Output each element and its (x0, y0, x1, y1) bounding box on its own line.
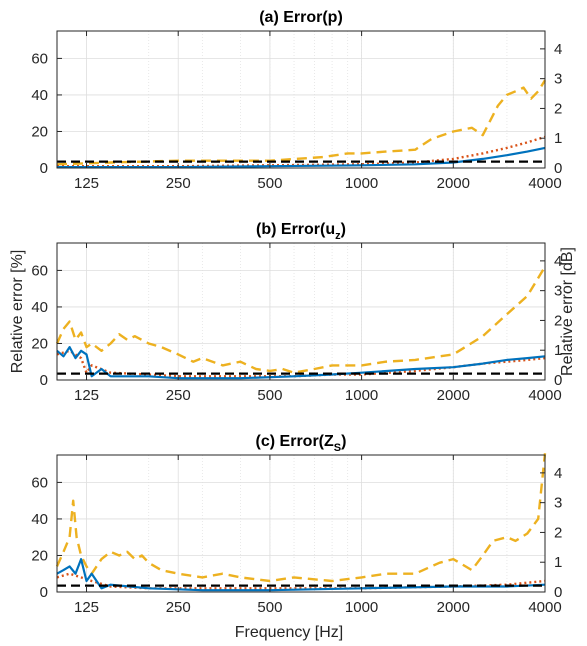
x-tick-label: 1000 (345, 175, 378, 192)
y-axis-label: Relative error [%] (9, 250, 26, 374)
y-right-tick-label: 1 (554, 554, 562, 571)
y-tick-label: 60 (31, 262, 48, 279)
y-right-tick-label: 2 (554, 100, 562, 117)
x-tick-label: 500 (257, 175, 282, 192)
series-line-1 (55, 453, 547, 583)
axes-box (56, 30, 546, 169)
y-right-tick-label: 1 (554, 342, 562, 359)
y-right-tick-label: 0 (554, 372, 562, 389)
axes-box (56, 242, 546, 381)
x-axis-label: Frequency [Hz] (235, 624, 343, 641)
y-tick-label: 20 (31, 335, 48, 352)
plot-area (57, 31, 545, 168)
y-right-tick-label: 4 (554, 465, 562, 482)
series-line-2 (57, 135, 546, 168)
y-tick-label: 20 (31, 547, 48, 564)
x-tick-label: 250 (166, 387, 191, 404)
x-tick-label: 2000 (437, 175, 470, 192)
x-tick-label: 125 (74, 175, 99, 192)
chart-title: (b) Error(uz) (256, 221, 346, 242)
y-right-tick-label: 0 (554, 584, 562, 601)
x-tick-label: 2000 (437, 387, 470, 404)
y-tick-label: 0 (40, 372, 48, 389)
y-right-tick-label: 2 (554, 524, 562, 541)
y-tick-label: 40 (31, 87, 48, 104)
y-right-tick-label: 3 (554, 71, 562, 88)
x-tick-label: 2000 (437, 599, 470, 616)
x-tick-label: 1000 (345, 599, 378, 616)
y-right-tick-label: 4 (554, 253, 562, 270)
x-tick-label: 250 (166, 175, 191, 192)
series-line-3 (57, 146, 546, 169)
chart-title: (c) Error(ZS) (256, 433, 347, 454)
y-right-tick-label: 2 (554, 312, 562, 329)
series-line-1 (56, 79, 547, 166)
axes-box (56, 454, 546, 593)
x-tick-label: 125 (74, 387, 99, 404)
y-right-tick-label: 0 (554, 160, 562, 177)
x-tick-label: 4000 (528, 599, 561, 616)
y-right-tick-label: 1 (554, 130, 562, 147)
y-tick-label: 60 (31, 474, 48, 491)
plot-area (57, 243, 545, 380)
x-tick-label: 4000 (528, 387, 561, 404)
y-tick-label: 60 (31, 50, 48, 67)
y-tick-label: 40 (31, 511, 48, 528)
y-tick-label: 20 (31, 123, 48, 140)
plot-area (57, 455, 545, 592)
x-tick-label: 4000 (528, 175, 561, 192)
x-tick-label: 500 (257, 387, 282, 404)
y-right-axis-label: Relative error [dB] (559, 247, 576, 376)
y-right-tick-label: 3 (554, 283, 562, 300)
y-tick-label: 0 (40, 160, 48, 177)
x-tick-label: 125 (74, 599, 99, 616)
y-right-tick-label: 4 (554, 41, 562, 58)
x-tick-label: 500 (257, 599, 282, 616)
y-tick-label: 0 (40, 584, 48, 601)
series-line-1 (55, 266, 547, 374)
y-right-tick-label: 3 (554, 495, 562, 512)
x-tick-label: 250 (166, 599, 191, 616)
y-tick-label: 40 (31, 299, 48, 316)
x-tick-label: 1000 (345, 387, 378, 404)
chart-title: (a) Error(p) (259, 9, 343, 26)
